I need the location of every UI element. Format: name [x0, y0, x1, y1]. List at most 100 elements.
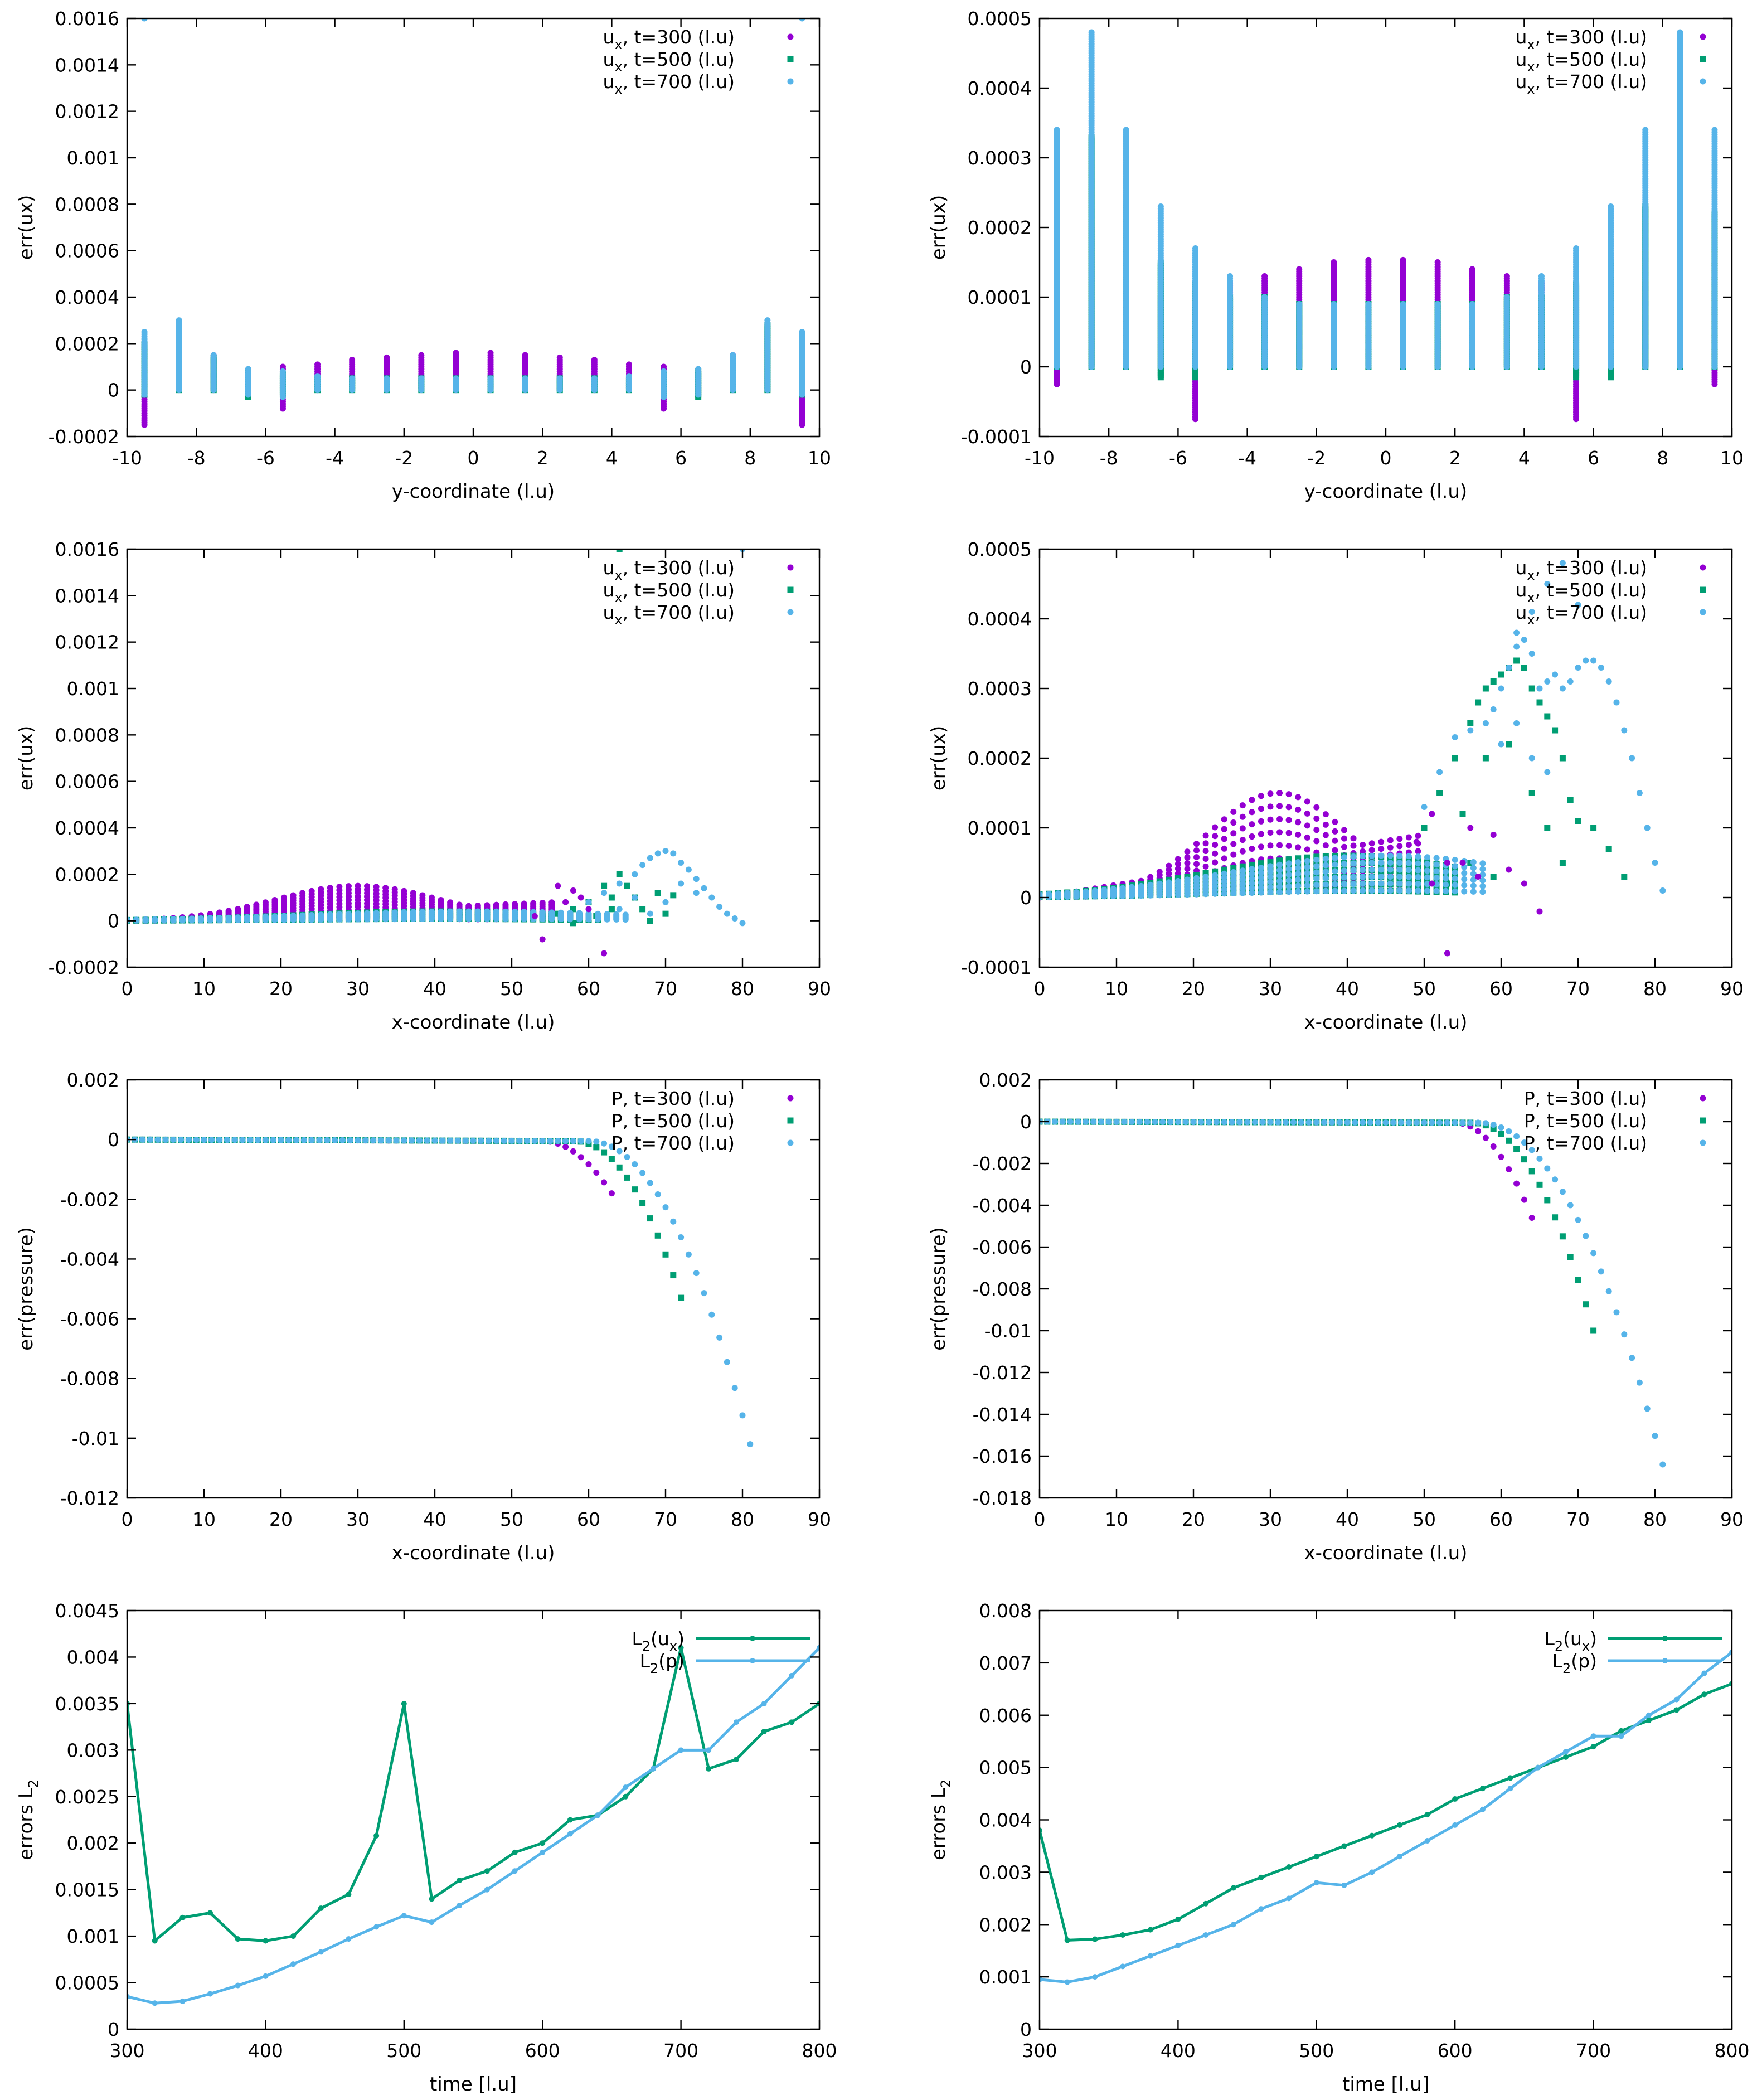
ux-vs-y-right-t-700-point	[1157, 203, 1164, 210]
ux-vs-y-left-t-700-point	[591, 375, 598, 382]
ux-vs-x-left-t-300-point	[327, 885, 333, 891]
ux-vs-x-left-t-300-point	[465, 903, 472, 909]
legend-marker	[1700, 78, 1706, 85]
ux-vs-x-left-t-300-point	[244, 904, 250, 910]
ux-vs-y-left-x-axis-label: y-coordinate (l.u)	[392, 481, 555, 503]
ux-vs-y-right-t-700-point	[1261, 294, 1268, 300]
ux-vs-y-right-t-700-point	[1227, 273, 1234, 279]
legend-marker	[787, 33, 794, 40]
ux-vs-y-left-t-700-point	[176, 317, 182, 324]
ux-vs-x-left-t-300-point	[355, 882, 361, 889]
ux-vs-y-right-t-700-point	[1192, 245, 1198, 251]
ux-vs-x-left-t-300-point	[521, 900, 527, 907]
legend-marker	[787, 78, 794, 85]
ux-vs-x-left-t-300-point	[382, 885, 389, 891]
ux-vs-x-left-t-500-point	[639, 906, 646, 913]
ux-vs-y-left-t-300-point	[591, 357, 598, 363]
legend-entry: ux, t=700 (l.u)	[603, 71, 735, 97]
y-tick-label: 0.0005	[968, 8, 1032, 30]
ux-vs-y-left-t-700-point	[730, 352, 736, 358]
y-tick-label: 0	[108, 380, 119, 401]
ux-vs-y-left-t-300-point	[522, 352, 528, 358]
x-tick-label: 4	[606, 447, 618, 469]
ux-vs-x-left-t-300-point	[512, 901, 518, 908]
legend-entry: ux, t=300 (l.u)	[1516, 26, 1648, 52]
ux-vs-x-left-t-500-point	[616, 871, 623, 877]
ux-vs-x-left-t-500-point	[608, 894, 615, 901]
ux-vs-x-left-t-300-point	[373, 884, 380, 890]
x-tick-label: -8	[1100, 447, 1118, 469]
ux-vs-y-left-t-300-point	[418, 352, 425, 358]
ux-vs-y-right-t-700-point	[1538, 273, 1545, 279]
ux-vs-y-left-t-700-point	[487, 375, 494, 382]
ux-vs-x-left-t-300-point	[336, 884, 343, 890]
ux-vs-x-left-t-300-point	[548, 899, 555, 906]
ux-vs-x-left-t-300-point	[474, 903, 481, 909]
x-tick-label: -4	[326, 447, 344, 469]
x-tick-label: -2	[395, 447, 413, 469]
ux-vs-x-left-t-300-point	[539, 900, 546, 906]
ux-vs-y-left-t-700-point	[245, 366, 251, 372]
ux-vs-y-right-t-300-point	[1434, 259, 1441, 265]
ux-vs-y-left-t-700-point	[556, 375, 563, 382]
ux-vs-x-left-t-300-point	[253, 901, 260, 908]
y-tick-label: 0.0002	[55, 333, 119, 355]
ux-vs-y-left-t-700-point	[764, 317, 771, 324]
ux-vs-x-left-t-300-point	[438, 896, 444, 903]
ux-vs-y-right-t-700-point	[1123, 127, 1129, 133]
ux-vs-y-right-t-300-point	[1296, 266, 1303, 273]
y-tick-label: 0.0012	[55, 101, 119, 123]
ux-vs-x-left-t-300-point	[447, 899, 454, 906]
ux-vs-y-left-t-700-point	[141, 329, 148, 335]
ux-vs-x-left-t-300-point	[428, 894, 435, 901]
ux-vs-x-left-t-300-point	[364, 883, 371, 890]
ux-vs-y-right-y-axis-label: err(ux)	[928, 195, 950, 260]
ux-vs-y-left-t-300-point	[349, 357, 356, 363]
y-tick-label: 0.0003	[968, 147, 1032, 169]
ux-vs-y-left-t-700-point	[141, 18, 148, 22]
ux-vs-y-left-t-300-point	[314, 361, 321, 368]
ux-vs-y-right-plot-area	[1054, 29, 1718, 423]
ux-vs-y-right-t-700-point	[1088, 29, 1095, 36]
ux-vs-y-right-t-300-point	[1365, 256, 1372, 263]
y-tick-label: 0.0014	[55, 54, 119, 76]
x-tick-label: -8	[187, 447, 206, 469]
legend-entry: ux, t=700 (l.u)	[1516, 71, 1648, 97]
ux-vs-x-left-t-500-point	[601, 882, 608, 889]
x-tick-label: 6	[1588, 447, 1599, 469]
ux-vs-x-left-t-500-point	[570, 906, 576, 913]
ux-vs-y-right-t-700-point	[1400, 301, 1406, 307]
ux-vs-y-left-t-300-point	[279, 363, 286, 370]
y-tick-label: 0.001	[67, 147, 119, 169]
ux-vs-x-left-t-500-point	[555, 910, 561, 917]
x-tick-label: 0	[1380, 447, 1392, 469]
ux-vs-x-left-t-500-point	[624, 882, 630, 889]
ux-vs-y-right-t-700-point	[1711, 127, 1718, 133]
ux-vs-y-left-t-700-point	[279, 368, 286, 375]
ux-vs-x-left-t-500-point	[647, 918, 653, 924]
y-tick-label: -0.0001	[961, 426, 1032, 448]
legend-marker	[1700, 56, 1706, 62]
ux-vs-x-left-t-300-point	[484, 902, 491, 909]
ux-vs-x-left-t-500-point	[670, 892, 677, 899]
ux-vs-y-right-t-700-point	[1054, 127, 1060, 133]
ux-vs-x-left-t-300-point	[345, 883, 352, 890]
y-tick-label: 0.0004	[968, 77, 1032, 99]
legend-entry: ux, t=500 (l.u)	[1516, 49, 1648, 75]
ux-vs-y-left-t-700-point	[314, 373, 321, 380]
y-tick-label: -0.0002	[48, 426, 119, 448]
x-tick-label: 4	[1518, 447, 1530, 469]
ux-vs-y-left-t-300-point	[556, 354, 563, 361]
ux-vs-y-left-t-700-point	[349, 375, 356, 382]
ux-vs-y-right-t-700-point	[1365, 301, 1372, 307]
y-tick-label: 0	[1020, 356, 1032, 378]
ux-vs-x-left-t-300-point	[299, 890, 306, 896]
ux-vs-x-left-t-300-point	[456, 901, 463, 908]
ux-vs-x-left-t-300-point	[391, 886, 398, 893]
ux-vs-x-left-t-300-point	[216, 909, 223, 916]
ux-vs-y-left-t-700-point	[799, 18, 805, 22]
ux-vs-y-right-t-300-point	[1400, 256, 1406, 263]
ux-vs-y-left-y-axis-label: err(ux)	[15, 195, 37, 260]
legend-entry: ux, t=300 (l.u)	[603, 26, 735, 52]
ux-vs-y-right-t-300-point	[1331, 259, 1337, 265]
